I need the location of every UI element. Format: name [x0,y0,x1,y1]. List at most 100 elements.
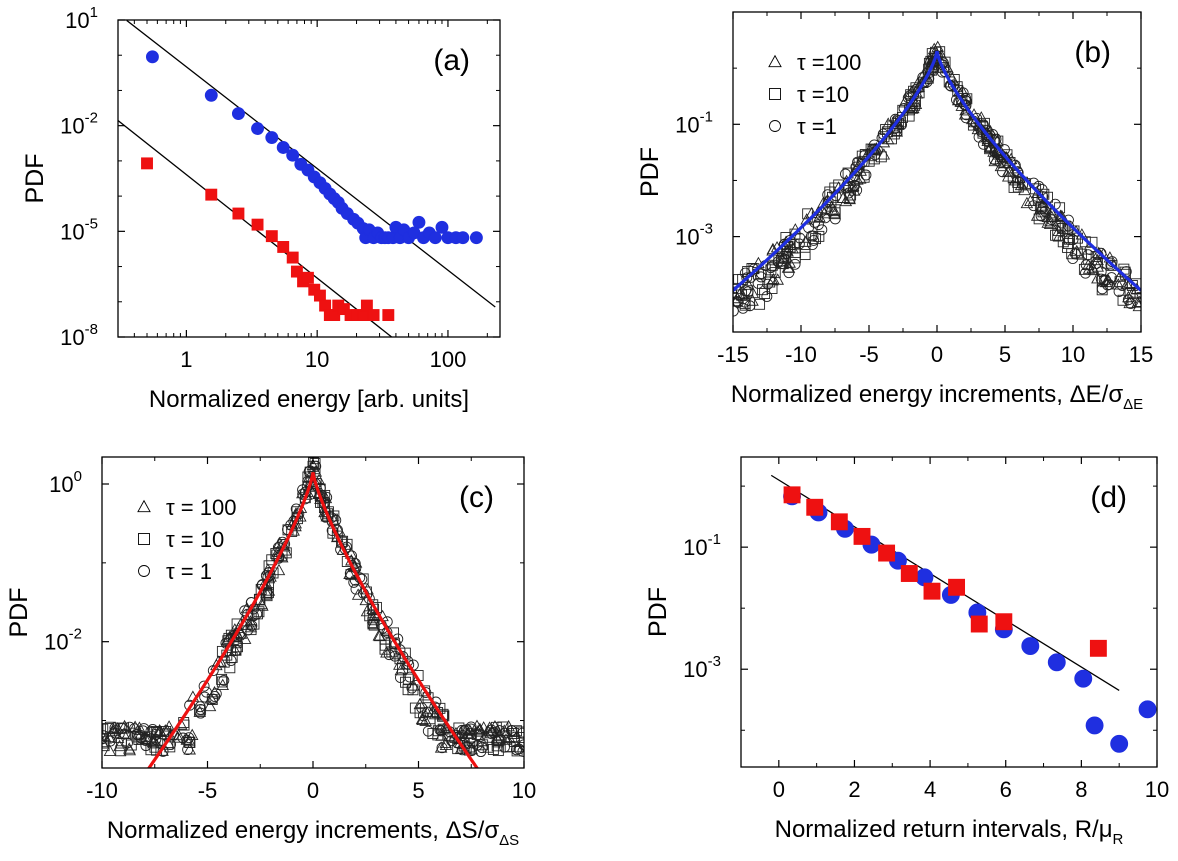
legend-label: τ = 10 [166,527,224,552]
data-point [996,614,1012,630]
data-point [278,241,289,252]
data-point [949,579,965,595]
legend-label: τ =1 [797,114,837,139]
data-point [879,545,895,561]
x-tick-label: -5 [859,342,879,367]
x-tick-label: 0 [307,778,319,803]
x-axis-label: Normalized energy increments, ΔS/σΔS [107,817,519,849]
y-axis-label: PDF [21,154,49,204]
data-point [183,745,193,755]
x-tick-label: -5 [198,778,218,803]
legend-label: τ =10 [797,82,849,107]
x-tick-label: 100 [430,347,467,372]
data-point [314,290,325,301]
x-tick-label: 1 [180,347,192,372]
plot-area [728,42,1145,317]
x-tick-label: 0 [773,777,785,802]
x-tick-label: 15 [1129,342,1153,367]
data-point [800,250,810,260]
chart-panel-a: 1 10 100 101 10-2 10-5 10-8 Normalized energy [… [21,4,500,419]
x-tick-label: 10 [305,347,329,372]
x-tick-label: 10 [1061,342,1085,367]
data-point [470,232,482,244]
data-point [383,310,394,321]
x-tick-label: 8 [1075,777,1087,802]
data-point [790,259,800,269]
data-point [1022,638,1039,655]
x-tick-label: 4 [924,777,936,802]
y-tick-label: 10-5 [60,215,98,244]
data-point [287,252,298,263]
x-tick-label: 6 [1000,777,1012,802]
x-axis-label: Normalized energy [arb. units] [149,386,469,413]
chart-panel-b: -15 -10 -5 0 5 10 15 10-1 10-3 Normalized energy … [636,12,1153,413]
legend-marker [770,121,781,132]
data-point [146,51,158,63]
data-point [1075,670,1092,687]
legend-marker [769,56,781,67]
y-tick-label: 10-8 [60,321,98,350]
data-point [266,132,278,144]
data-point [784,487,800,503]
data-point [1086,717,1103,734]
y-tick-label: 100 [49,468,82,497]
data-point [232,108,244,120]
y-axis-label: PDF [636,147,664,197]
x-tick-label: 10 [512,778,536,803]
y-tick-label: 10-1 [683,531,721,560]
x-axis-label: Normalized energy increments, ΔE/σΔE [731,381,1143,413]
data-point [252,123,264,135]
data-point [1048,654,1065,671]
panel-label: (d) [1090,481,1127,514]
data-point [206,189,217,200]
data-point [205,89,217,101]
data-point [266,231,277,242]
x-tick-label: -15 [717,342,749,367]
plot-area [771,475,1156,752]
data-point [901,566,917,582]
data-point [429,232,441,244]
y-tick-label: 10-1 [675,108,713,137]
data-point [302,272,313,283]
x-tick-label: 5 [412,778,424,803]
data-point [457,232,469,244]
panel-label: (b) [1074,36,1111,69]
x-tick-label: -10 [86,778,118,803]
data-point [772,274,783,284]
x-tick-label: -10 [785,342,817,367]
data-point [252,219,263,230]
data-point [413,216,425,228]
legend-label: τ =100 [797,50,861,75]
y-axis-label: PDF [5,588,33,638]
chart-panel-c: -10 -5 0 5 10 100 10-2 Normalized energy increm… [5,457,536,849]
y-tick-label: 10-3 [675,221,713,250]
data-point [225,663,235,673]
legend-marker [139,566,150,577]
data-point [753,278,763,288]
chart-panel-d: 0 2 4 6 8 10 10-1 10-3 Normalized return interva… [644,457,1169,848]
data-point [142,158,153,169]
panel-label: (c) [459,481,494,514]
y-tick-label: 10-2 [60,110,98,139]
legend-label: τ = 100 [166,495,236,520]
data-point [854,528,870,544]
panel-label: (a) [433,44,470,77]
data-point [1090,640,1106,656]
y-tick-label: 10-2 [44,626,82,655]
data-point [1139,701,1156,718]
x-tick-label: 0 [931,342,943,367]
legend-label: τ = 1 [166,559,212,584]
y-tick-label: 10-3 [683,653,721,682]
x-tick-label: 10 [1145,777,1169,802]
data-point [368,310,379,321]
y-tick-label: 101 [65,4,98,33]
x-tick-label: 2 [848,777,860,802]
y-axis-label: PDF [644,587,672,637]
data-point [807,499,823,515]
data-point [924,583,940,599]
legend-marker [138,501,150,512]
x-axis-label: Normalized return intervals, R/μR [775,816,1124,848]
data-point [831,514,847,530]
data-point [233,208,244,219]
